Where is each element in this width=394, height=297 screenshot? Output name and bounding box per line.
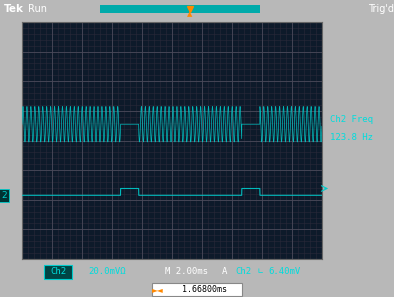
Bar (100, 5, 260, 13)
Text: 1.66800ms: 1.66800ms (182, 285, 227, 294)
Text: A: A (222, 268, 227, 277)
Text: 2: 2 (2, 191, 7, 200)
Bar (44, 265, 72, 279)
Text: 20.0mVΩ: 20.0mVΩ (88, 268, 126, 277)
Text: 123.8 Hz: 123.8 Hz (330, 133, 373, 142)
Text: 6.40mV: 6.40mV (268, 268, 300, 277)
Text: Run: Run (28, 4, 47, 14)
Text: Tek: Tek (4, 4, 24, 14)
Text: Ch2: Ch2 (235, 268, 251, 277)
Text: M 2.00ms: M 2.00ms (165, 268, 208, 277)
Text: Trig'd: Trig'd (368, 4, 394, 14)
Text: ►◄: ►◄ (152, 285, 164, 294)
Text: Ch2 Freq: Ch2 Freq (330, 115, 373, 124)
Text: ▲: ▲ (187, 11, 193, 17)
Text: ∟: ∟ (258, 268, 263, 277)
Bar (152, 283, 242, 296)
Text: Ch2: Ch2 (50, 268, 66, 277)
